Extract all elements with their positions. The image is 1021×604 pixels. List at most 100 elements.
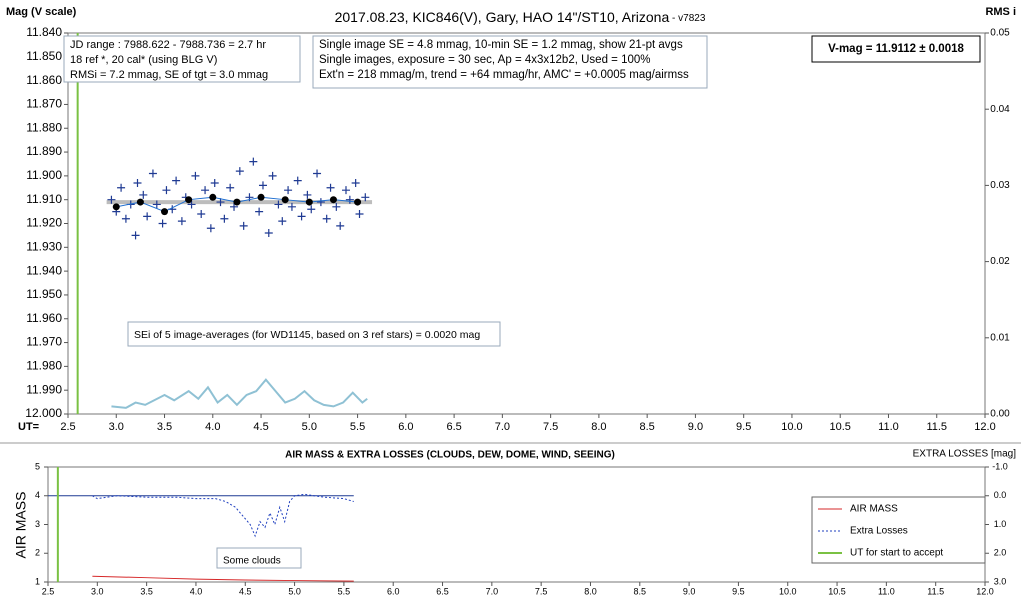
x-tick-label: 2.5	[60, 421, 75, 433]
annotation: 18 ref *, 20 cal* (using BLG V)	[70, 54, 217, 66]
x-tick-label: 8.0	[591, 421, 606, 433]
y2-tick-label: 0.04	[990, 104, 1010, 115]
average-point	[112, 203, 120, 211]
point	[158, 219, 167, 228]
point	[133, 179, 142, 188]
point	[284, 186, 293, 195]
x-tick-label: 5.5	[338, 586, 351, 596]
x-tick-label: 10.5	[829, 421, 850, 433]
y2-tick-label: 2.0	[994, 548, 1007, 558]
point	[297, 212, 306, 221]
y2-tick-label: 0.02	[990, 256, 1010, 267]
point	[332, 202, 341, 211]
y-tick-label: 11.950	[26, 287, 62, 301]
x-tick-label: 9.0	[683, 586, 696, 596]
y-tick-label: 11.940	[26, 263, 62, 277]
point	[107, 195, 116, 204]
point	[187, 200, 196, 209]
y-tick-label: 2	[35, 548, 40, 558]
legend-label: Extra Losses	[850, 526, 908, 537]
x-tick-label: 5.0	[288, 586, 301, 596]
point	[191, 171, 200, 180]
y-tick-label: 4	[35, 490, 40, 500]
annotation: Some clouds	[223, 556, 281, 567]
point	[264, 229, 273, 238]
point	[172, 176, 181, 185]
y2-tick-label: 0.05	[990, 28, 1010, 39]
point	[258, 181, 267, 190]
point	[239, 221, 248, 230]
legend-label: AIR MASS	[850, 504, 898, 515]
x-tick-label: 3.0	[91, 586, 104, 596]
average-point	[233, 198, 241, 206]
legend-label: UT for start to accept	[850, 548, 943, 559]
y2-tick-label: 0.00	[990, 409, 1010, 420]
y-tick-label: 11.970	[26, 335, 62, 349]
average-point	[305, 198, 313, 206]
x-tick-label: 7.0	[486, 586, 499, 596]
point	[139, 190, 148, 199]
x-tick-label: 6.5	[436, 586, 449, 596]
x-tick-label: 3.5	[157, 421, 172, 433]
x-tick-label: 9.5	[736, 421, 751, 433]
x-axis-label: UT=	[18, 421, 39, 433]
point	[152, 200, 161, 209]
point	[274, 200, 283, 209]
point	[117, 183, 126, 192]
point	[278, 217, 287, 226]
y-tick-label: 11.890	[26, 144, 62, 158]
annotation: RMSi = 7.2 mmag, SE of tgt = 3.0 mmag	[70, 69, 268, 81]
average-point	[329, 196, 337, 204]
x-tick-label: 5.0	[302, 421, 317, 433]
x-tick-label: 7.5	[543, 421, 558, 433]
x-tick-label: 8.5	[634, 586, 647, 596]
series-line	[92, 493, 354, 538]
point	[268, 171, 277, 180]
point	[355, 209, 364, 218]
x-tick-label: 6.0	[387, 586, 400, 596]
point	[316, 198, 325, 207]
point	[303, 190, 312, 199]
point	[148, 169, 157, 178]
y2-tick-label: 0.01	[990, 332, 1010, 343]
point	[351, 179, 360, 188]
annotation-box	[127, 321, 501, 347]
y2-tick-label: 0.0	[994, 490, 1007, 500]
point	[336, 221, 345, 230]
point	[341, 186, 350, 195]
point	[131, 231, 140, 240]
y-tick-label: 11.990	[26, 382, 62, 396]
x-tick-label: 3.0	[109, 421, 124, 433]
x-tick-label: 5.5	[350, 421, 365, 433]
annotation-box	[63, 35, 301, 83]
x-tick-label: 12.0	[974, 421, 995, 433]
x-tick-label: 11.0	[878, 586, 895, 596]
series-line	[111, 378, 368, 409]
x-tick-label: 3.5	[140, 586, 153, 596]
y-tick-label: 11.880	[26, 120, 62, 134]
x-tick-label: 4.0	[190, 586, 203, 596]
y-tick-label: 3	[35, 519, 40, 529]
point	[287, 202, 296, 211]
point	[255, 207, 264, 216]
y2-tick-label: -1.0	[992, 461, 1008, 471]
x-tick-label: 9.0	[688, 421, 703, 433]
annotation: V-mag = 11.9112 ± 0.0018	[828, 43, 964, 55]
y2-tick-label: 1.0	[994, 519, 1007, 529]
y-tick-label: 11.960	[26, 311, 62, 325]
point	[143, 212, 152, 221]
point	[177, 217, 186, 226]
point	[322, 214, 331, 223]
x-tick-label: 8.0	[584, 586, 597, 596]
average-point	[161, 208, 169, 216]
average-point	[354, 198, 362, 206]
annotation: SEi of 5 image-averages (for WD1145, bas…	[134, 329, 480, 341]
series-line	[92, 575, 354, 582]
y-tick-label: 11.900	[26, 168, 62, 182]
point	[230, 202, 239, 211]
point	[235, 167, 244, 176]
point	[326, 183, 335, 192]
x-tick-label: 11.5	[926, 421, 947, 433]
point	[249, 157, 258, 166]
